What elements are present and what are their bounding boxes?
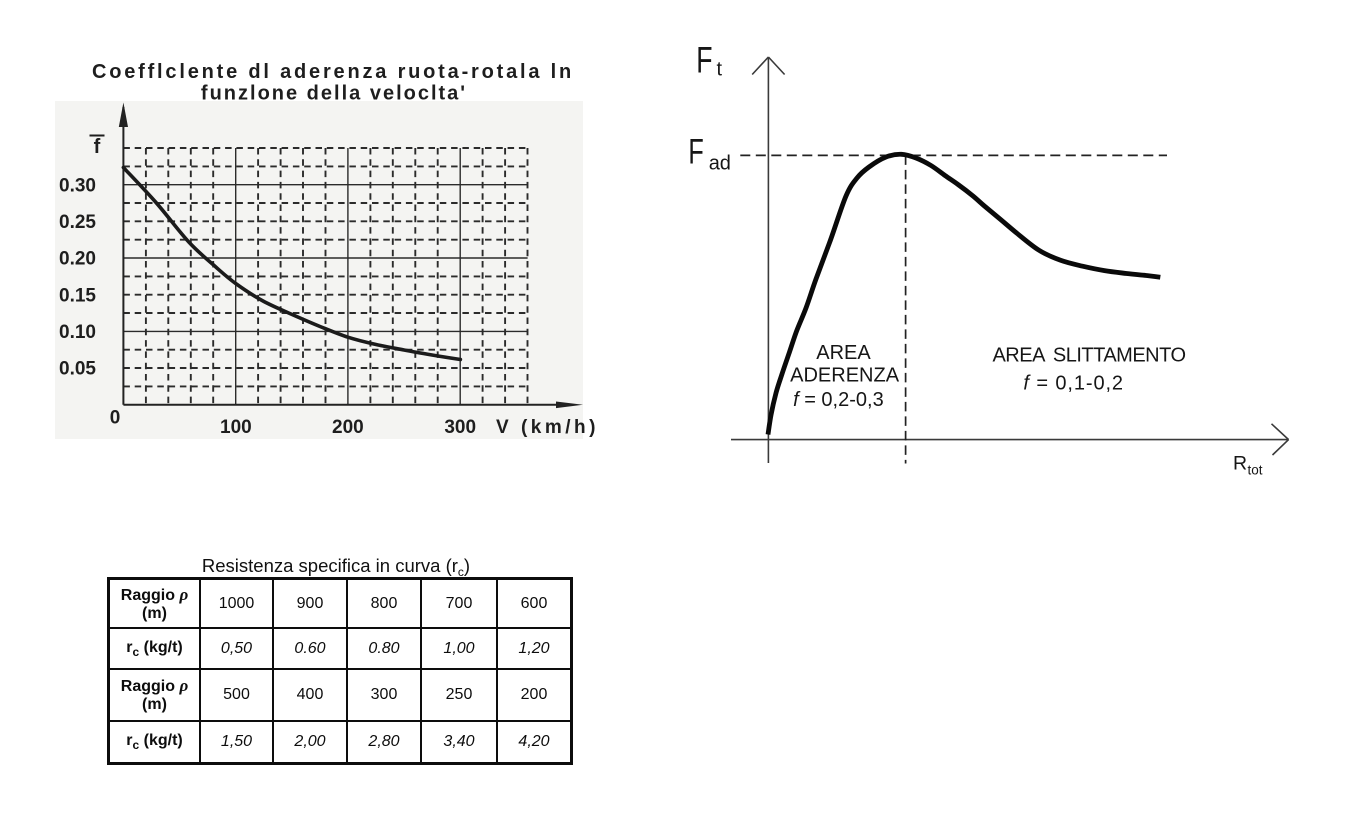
svg-text:R: R	[1233, 453, 1247, 475]
svg-text:ADERENZA: ADERENZA	[790, 364, 900, 386]
svg-text:0.20: 0.20	[59, 249, 96, 270]
svg-text:f = 0,1-0,2: f = 0,1-0,2	[1023, 372, 1124, 394]
svg-text:0.30: 0.30	[59, 175, 96, 196]
svg-text:Coefflclente dl aderenza ruota: Coefflclente dl aderenza ruota-rotala ln	[92, 61, 574, 83]
svg-text:0.05: 0.05	[59, 359, 96, 380]
svg-text:t: t	[717, 59, 723, 81]
svg-text:AREA: AREA	[816, 342, 871, 364]
svg-text:f = 0,2-0,3: f = 0,2-0,3	[793, 389, 884, 411]
svg-text:tot: tot	[1248, 463, 1263, 478]
svg-text:200: 200	[332, 417, 364, 438]
svg-text:0: 0	[110, 408, 121, 429]
svg-text:0.25: 0.25	[59, 212, 96, 233]
svg-text:300: 300	[444, 417, 476, 438]
svg-text:100: 100	[220, 417, 252, 438]
svg-text:f: f	[94, 136, 101, 158]
svg-text:F: F	[688, 132, 703, 171]
svg-text:ad: ad	[709, 153, 731, 175]
svg-text:V (km/h): V (km/h)	[496, 417, 599, 438]
svg-text:0.15: 0.15	[59, 285, 96, 306]
svg-text:AREA SLITTAMENTO: AREA SLITTAMENTO	[992, 345, 1185, 367]
svg-text:funzlone della veloclta': funzlone della veloclta'	[201, 83, 467, 105]
svg-text:F: F	[696, 39, 712, 80]
svg-text:0.10: 0.10	[59, 322, 96, 343]
